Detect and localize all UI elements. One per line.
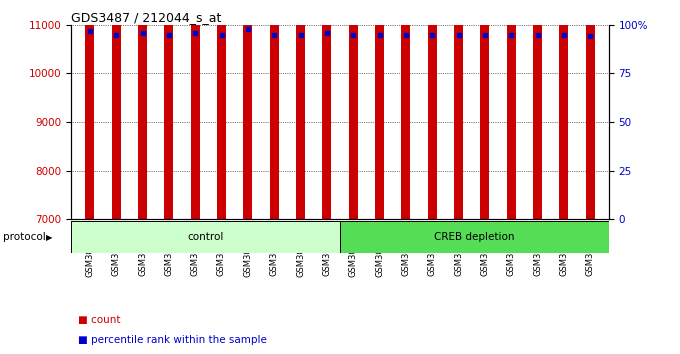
Bar [428, 0, 437, 219]
Point [242, 26, 253, 32]
Bar [585, 0, 595, 219]
Point [532, 32, 543, 37]
Bar [243, 0, 252, 219]
Bar [71, 221, 340, 253]
Point [190, 30, 201, 35]
Bar [85, 0, 95, 219]
Bar [138, 0, 147, 219]
Point [374, 32, 385, 37]
Text: ■ count: ■ count [78, 315, 121, 325]
Bar [454, 0, 463, 219]
Text: CREB depletion: CREB depletion [434, 232, 515, 242]
Text: ■ percentile rank within the sample: ■ percentile rank within the sample [78, 335, 267, 345]
Point [558, 32, 569, 37]
Bar [507, 0, 515, 219]
Point [269, 32, 279, 37]
Bar [559, 0, 568, 219]
Bar [217, 0, 226, 219]
Text: protocol: protocol [3, 232, 46, 242]
Point [163, 32, 174, 37]
Point [479, 32, 490, 37]
Text: control: control [188, 232, 224, 242]
Bar [112, 0, 121, 219]
Point [322, 30, 333, 35]
Point [427, 32, 438, 37]
Bar [401, 0, 411, 219]
Bar [340, 221, 609, 253]
Bar [296, 0, 305, 219]
Bar [165, 0, 173, 219]
Point [347, 32, 358, 37]
Point [401, 32, 411, 37]
Point [216, 32, 227, 37]
Bar [269, 0, 279, 219]
Point [111, 32, 122, 37]
Point [453, 32, 464, 37]
Point [585, 34, 596, 39]
Point [137, 30, 148, 35]
Point [84, 28, 95, 33]
Bar [322, 0, 331, 219]
Bar [375, 0, 384, 219]
Bar [533, 0, 542, 219]
Bar [349, 0, 358, 219]
Point [295, 32, 306, 37]
Bar [190, 0, 200, 219]
Point [506, 32, 517, 37]
Text: GDS3487 / 212044_s_at: GDS3487 / 212044_s_at [71, 11, 222, 24]
Text: ▶: ▶ [46, 233, 53, 242]
Bar [480, 0, 490, 219]
